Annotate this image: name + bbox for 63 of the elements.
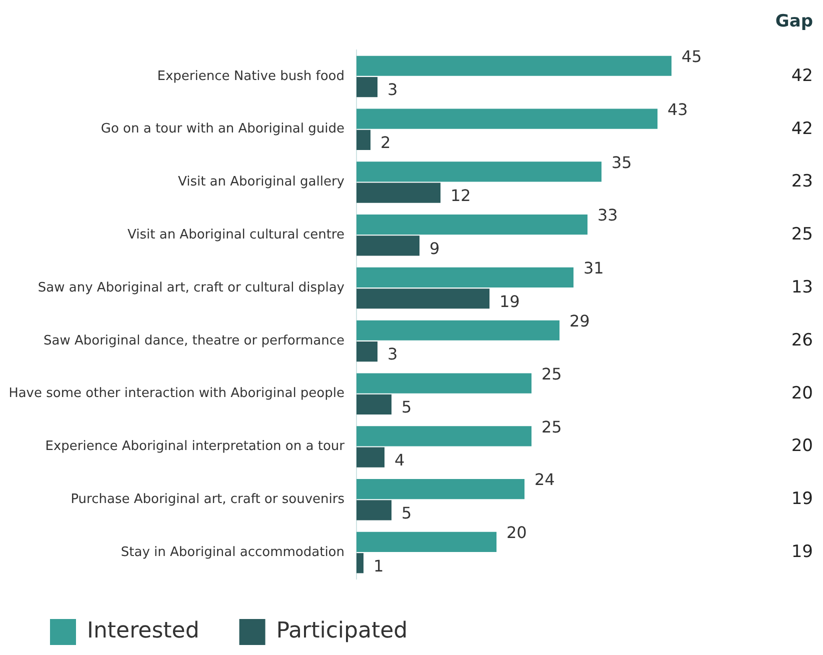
text: 20 [791, 436, 813, 456]
text: 42 [791, 66, 813, 86]
bar [356, 320, 560, 340]
bar [356, 76, 378, 98]
data-label: 25 [542, 364, 562, 384]
data-label: 5 [402, 503, 412, 522]
data-label: 3 [388, 344, 398, 364]
y-tick-label: Visit an Aboriginal gallery [178, 174, 345, 190]
y-tick-label: Go on a tour with an Aboriginal guide [100, 122, 344, 137]
y-tick-label: Stay in Aboriginal accommodation [120, 544, 344, 560]
y-tick-label: Saw any Aboriginal art, craft or cultural display [38, 280, 345, 296]
bar [356, 447, 384, 468]
text: 23 [791, 172, 813, 192]
bar [356, 553, 364, 574]
bar [356, 288, 490, 309]
data-label: 2 [380, 133, 391, 152]
data-label: 24 [534, 470, 555, 490]
bar [356, 426, 532, 446]
data-label: 31 [584, 258, 604, 278]
data-label: 3 [388, 80, 398, 100]
text: 13 [791, 277, 813, 298]
text: 25 [791, 224, 813, 245]
y-tick-label: Have some other interaction with Aboriginal people [8, 386, 344, 402]
data-label: 35 [612, 152, 632, 172]
text: 20 [791, 383, 813, 404]
y-tick-label: Experience Native bush food [157, 68, 344, 84]
bar [356, 236, 420, 256]
legend-label: Interested [87, 618, 200, 644]
data-label: 25 [542, 417, 562, 436]
y-tick-label: Experience Aboriginal interpretation on a tour [45, 439, 346, 454]
bar [356, 500, 392, 520]
text: 19 [791, 542, 813, 562]
bar [356, 214, 588, 235]
bar [356, 182, 440, 203]
data-label: 9 [430, 238, 440, 258]
text: 42 [791, 118, 813, 139]
y-tick-label: Purchase Aboriginal art, craft or souvenirs [70, 492, 345, 508]
bar [356, 56, 672, 76]
bar [356, 532, 496, 552]
bar [356, 341, 378, 362]
data-label: 33 [598, 206, 618, 225]
bar [356, 479, 524, 500]
data-label: 4 [394, 450, 405, 470]
bar [356, 108, 658, 129]
text: Gap [775, 11, 813, 32]
data-label: 5 [402, 398, 412, 417]
text: 19 [791, 489, 813, 510]
data-label: 20 [506, 523, 527, 542]
data-label: 12 [450, 186, 471, 205]
data-label: 45 [682, 47, 702, 66]
y-tick-label: Visit an Aboriginal cultural centre [128, 228, 344, 243]
data-label: 29 [570, 312, 590, 331]
bar [356, 162, 602, 182]
data-label: 43 [668, 100, 688, 119]
bar [356, 130, 370, 150]
text: 26 [791, 330, 813, 350]
data-label: 1 [374, 556, 384, 576]
bar [356, 394, 392, 414]
legend-label: Participated [276, 618, 408, 644]
y-tick-label: Saw Aboriginal dance, theatre or performance [44, 333, 344, 348]
bar [356, 373, 532, 394]
bar [356, 267, 574, 288]
data-label: 19 [500, 292, 520, 311]
